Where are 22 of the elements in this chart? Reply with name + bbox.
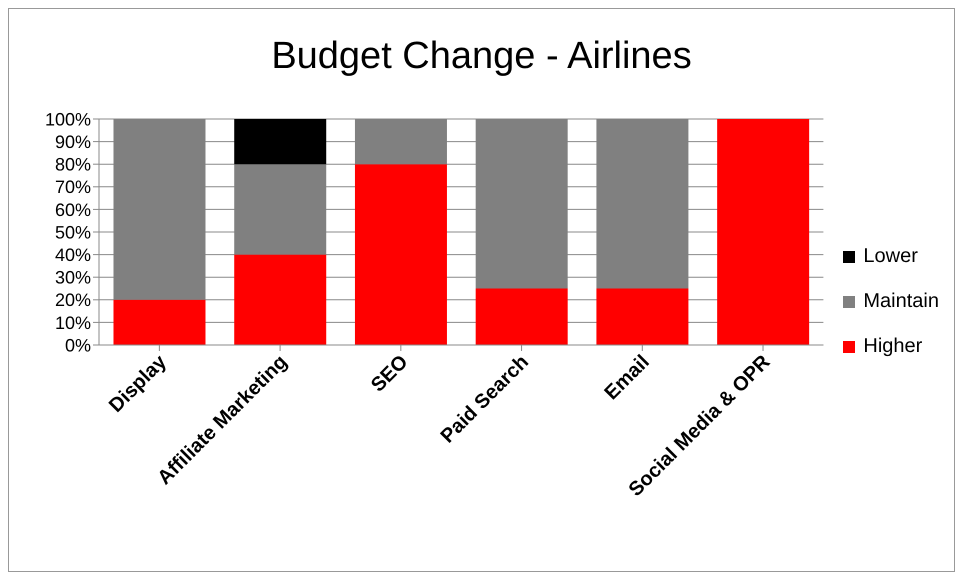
y-tick-label: 50% (54, 222, 91, 242)
y-tick-label: 80% (54, 154, 91, 175)
bar (476, 288, 568, 345)
y-tick-label: 10% (54, 312, 91, 333)
legend-label: Lower (863, 245, 918, 268)
bar (234, 119, 326, 164)
y-tick-label: 0% (64, 335, 91, 356)
y-tick-label: 20% (54, 290, 91, 310)
bar (596, 288, 688, 345)
bar (113, 300, 206, 345)
bar (354, 164, 447, 345)
y-tick-label: 60% (54, 200, 91, 220)
y-tick-label: 90% (54, 132, 91, 152)
bar (717, 119, 810, 345)
chart-title: Budget Change - Airlines (270, 34, 693, 79)
legend-label: Maintain (863, 290, 939, 313)
y-tick-label: 30% (54, 268, 91, 288)
y-tick-label: 40% (54, 244, 91, 265)
legend-label: Higher (863, 335, 922, 358)
bar (234, 254, 326, 345)
y-tick-label: 100% (44, 109, 91, 130)
y-tick-label: 70% (54, 177, 91, 198)
